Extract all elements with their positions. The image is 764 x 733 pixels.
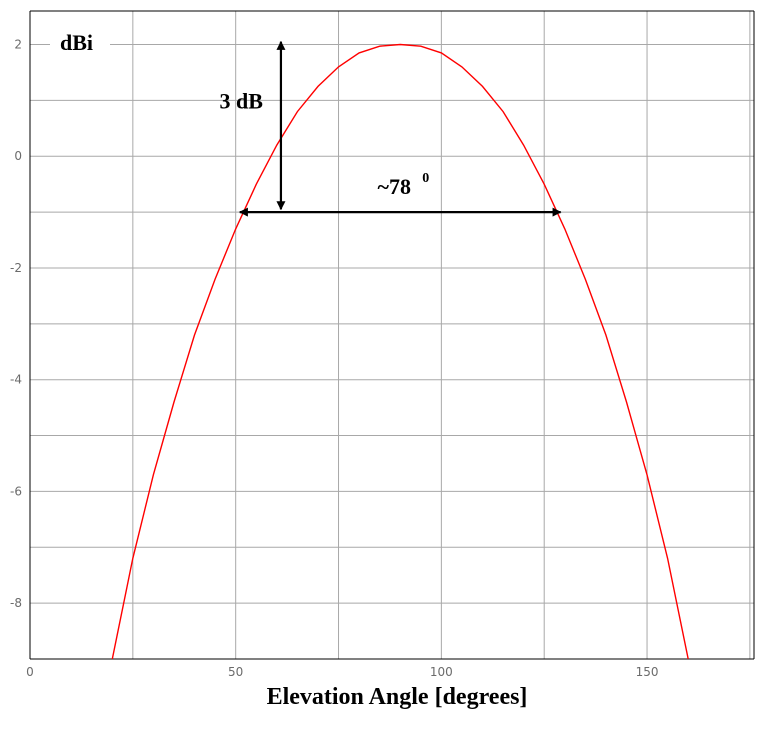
y-tick-label: 2 (14, 38, 22, 52)
x-tick-label: 0 (26, 665, 34, 679)
y-axis-label: dBi (60, 30, 93, 55)
ylabel-background (50, 26, 110, 60)
tick-labels: 0 50 100 150 2 0 -2 -4 -6 -8 (10, 38, 658, 679)
grid (30, 11, 754, 659)
y-tick-label: -8 (10, 596, 22, 610)
three-db-label: 3 dB (220, 88, 264, 113)
series-line (111, 43, 689, 660)
series-group (111, 43, 689, 660)
beamwidth-degree-superscript: 0 (422, 171, 429, 186)
y-tick-label: -6 (10, 484, 22, 498)
x-axis-label: Elevation Angle [degrees] (267, 684, 528, 710)
x-tick-label: 150 (636, 665, 659, 679)
plot-area (30, 11, 754, 659)
y-tick-label: 0 (14, 149, 22, 163)
x-tick-label: 100 (430, 665, 453, 679)
annotations: 3 dB ~78 0 (220, 40, 562, 217)
x-tick-label: 50 (228, 665, 243, 679)
beamwidth-label: ~78 (378, 174, 411, 199)
y-tick-label: -4 (10, 373, 22, 387)
y-tick-label: -2 (10, 261, 22, 275)
